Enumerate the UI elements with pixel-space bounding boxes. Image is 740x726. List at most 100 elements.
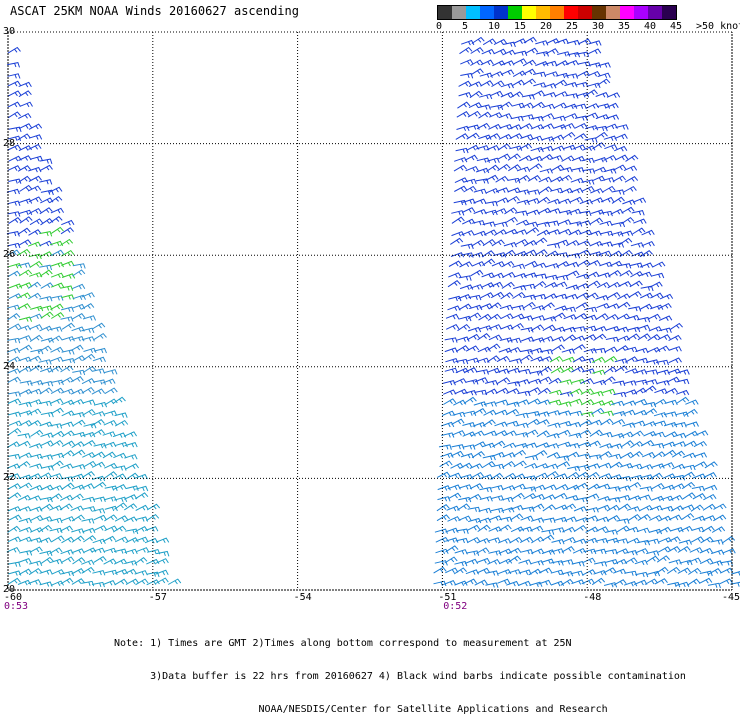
wind-barb xyxy=(28,145,41,150)
wind-barb xyxy=(7,348,20,353)
wind-barb xyxy=(588,484,601,490)
wind-barb xyxy=(612,420,625,425)
wind-barb xyxy=(567,444,580,449)
wind-barb xyxy=(502,282,515,288)
wind-barb xyxy=(590,242,603,247)
wind-barb xyxy=(126,464,139,469)
wind-barb xyxy=(451,451,464,456)
wind-barb xyxy=(50,559,63,564)
wind-barb xyxy=(684,441,697,446)
wind-barb xyxy=(104,411,117,416)
wind-barb xyxy=(464,187,477,193)
wind-barb xyxy=(635,572,648,577)
wind-barb xyxy=(41,283,54,289)
wind-barb xyxy=(625,558,638,563)
wind-barb xyxy=(535,41,548,46)
wind-barb xyxy=(531,549,544,554)
wind-barb xyxy=(704,473,717,478)
wind-barb xyxy=(646,556,659,562)
wind-barb xyxy=(18,228,31,234)
wind-barb xyxy=(60,464,73,469)
wind-barb xyxy=(633,198,646,203)
wind-barb xyxy=(455,359,467,364)
wind-barb xyxy=(557,52,570,57)
wind-barb xyxy=(532,316,545,321)
wind-barb xyxy=(627,334,640,340)
wind-barb xyxy=(522,507,534,512)
wind-barb xyxy=(551,549,564,554)
wind-barb xyxy=(466,167,479,172)
wind-barb xyxy=(676,391,689,396)
wind-barb xyxy=(124,495,137,500)
wind-barb xyxy=(700,559,713,564)
wind-barb xyxy=(458,325,470,331)
wind-barb xyxy=(534,282,546,288)
wind-barb xyxy=(527,412,540,417)
wind-barb xyxy=(524,37,537,43)
wind-barb xyxy=(546,251,559,257)
wind-barb xyxy=(18,462,31,468)
wind-barb xyxy=(638,334,651,340)
wind-barb xyxy=(9,515,22,520)
wind-barb xyxy=(523,69,536,74)
wind-barb xyxy=(94,334,107,340)
wind-barb xyxy=(124,432,137,437)
wind-barb xyxy=(19,240,32,246)
wind-barb xyxy=(40,165,53,170)
wind-barb xyxy=(507,368,520,373)
wind-barb xyxy=(665,389,678,394)
footnotes: Note: 1) Times are GMT 2)Times along bot… xyxy=(114,616,686,726)
wind-barb xyxy=(448,493,461,498)
wind-barb xyxy=(616,346,629,352)
wind-barb xyxy=(637,318,650,323)
wind-barb xyxy=(617,526,630,532)
wind-barb xyxy=(640,487,652,492)
wind-barb xyxy=(502,273,515,278)
lon-tick-label: -48 xyxy=(583,592,601,603)
wind-barb xyxy=(460,60,473,65)
wind-barb xyxy=(72,314,85,319)
swath-time-label: 0:52 xyxy=(443,601,467,612)
wind-barb xyxy=(621,218,634,224)
wind-barb xyxy=(517,176,530,182)
wind-barb xyxy=(452,412,465,417)
wind-barb xyxy=(593,143,606,149)
wind-barb xyxy=(94,557,107,563)
wind-barb xyxy=(588,49,601,54)
wind-barb xyxy=(560,168,573,173)
wind-barb xyxy=(605,550,618,555)
wind-barb xyxy=(460,48,473,54)
wind-barb xyxy=(60,286,72,291)
wind-barb xyxy=(528,176,541,182)
wind-barb xyxy=(461,244,474,249)
wind-barb xyxy=(601,198,614,203)
wind-barb xyxy=(62,323,75,329)
wind-barb xyxy=(524,494,537,500)
wind-barb xyxy=(642,453,655,458)
wind-barb xyxy=(651,273,664,278)
wind-barb xyxy=(551,581,564,586)
wind-barb xyxy=(474,210,487,215)
wind-barb xyxy=(612,381,624,386)
wind-barb xyxy=(570,197,583,202)
wind-barb xyxy=(547,411,560,416)
wind-barb xyxy=(646,551,659,556)
wind-barb xyxy=(485,389,498,394)
wind-barb xyxy=(491,292,504,297)
wind-barb xyxy=(722,537,734,543)
lat-tick-label: 24 xyxy=(3,361,15,372)
wind-barb xyxy=(609,454,622,459)
wind-barb xyxy=(621,441,634,447)
wind-barb xyxy=(9,218,22,224)
wind-barb xyxy=(607,293,620,298)
wind-barb xyxy=(465,559,478,564)
wind-barb xyxy=(18,336,31,341)
wind-barb xyxy=(495,410,508,415)
wind-barb xyxy=(468,495,481,500)
wind-barb xyxy=(609,251,622,257)
wind-barb xyxy=(540,350,553,355)
wind-barb xyxy=(615,366,628,372)
wind-barb xyxy=(540,169,553,174)
wind-barb xyxy=(83,316,96,321)
wind-barb xyxy=(438,497,451,502)
